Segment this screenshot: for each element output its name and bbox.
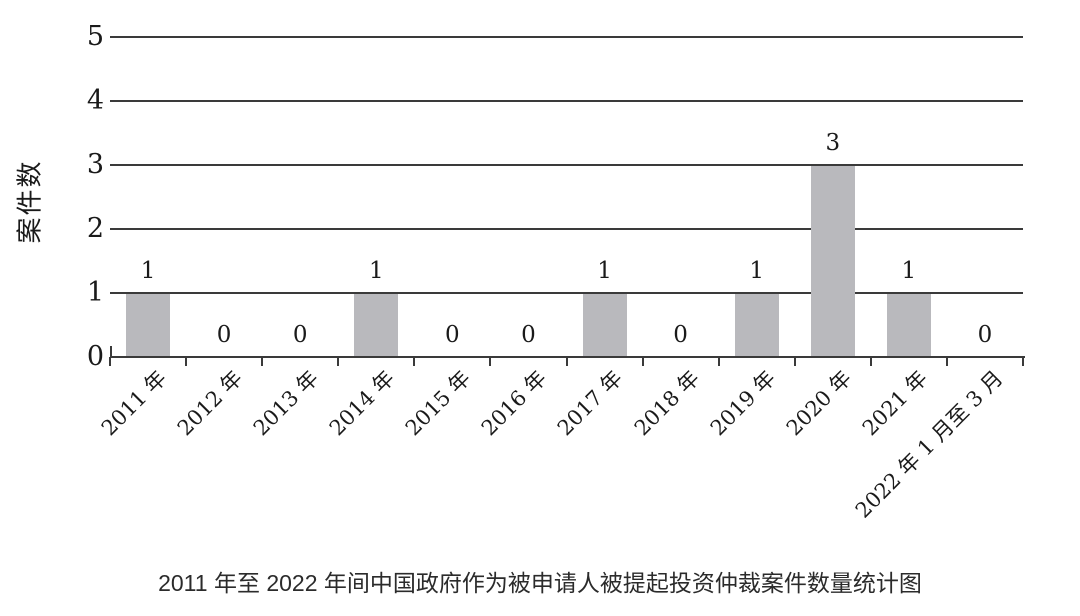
gridline-y3: [110, 164, 1023, 166]
value-label-11: 1: [901, 258, 917, 284]
x-category-label-6: 2016 年: [477, 366, 552, 441]
value-label-6: 0: [521, 322, 536, 348]
x-axis-tick-3: [337, 357, 340, 366]
x-axis-tick-12: [1022, 357, 1024, 366]
bar-10: [810, 164, 855, 357]
chart-caption: 2011 年至 2022 年间中国政府作为被申请人被提起投资仲裁案件数量统计图: [158, 570, 922, 596]
bar-7: [582, 292, 627, 357]
x-category-label-3: 2013 年: [248, 366, 324, 441]
x-category-label-8: 2018 年: [629, 366, 704, 441]
y-axis-title: 案件数: [15, 159, 46, 244]
x-category-label-12: 2022 年 1 月至 3 月: [851, 366, 1008, 523]
y-tick-label-5: 5: [86, 21, 104, 52]
x-category-label-1: 2011 年: [96, 366, 172, 441]
x-axis-tick-7: [641, 357, 644, 366]
x-axis-line: [110, 356, 1025, 358]
y-tick-label-2: 2: [86, 213, 104, 244]
x-axis-start-cap: [110, 346, 112, 356]
x-axis-tick-5: [489, 357, 492, 366]
x-axis-tick-1: [185, 357, 188, 366]
value-label-9: 1: [749, 258, 765, 284]
x-axis-tick-0: [109, 357, 111, 366]
bar-4: [354, 292, 399, 357]
y-tick-label-1: 1: [86, 277, 104, 308]
gridline-y1: [110, 292, 1023, 294]
value-label-8: 0: [673, 322, 688, 348]
value-label-12: 0: [977, 322, 993, 348]
value-label-1: 1: [140, 258, 156, 284]
value-label-10: 3: [825, 130, 841, 156]
gridline-y4: [110, 100, 1023, 102]
gridline-y2: [110, 228, 1023, 230]
y-tick-label-3: 3: [86, 149, 104, 180]
x-axis-tick-4: [413, 357, 416, 366]
x-category-label-11: 2021 年: [857, 366, 932, 441]
x-category-label-5: 2015 年: [401, 366, 476, 441]
bar-11: [886, 292, 931, 357]
value-label-2: 0: [216, 322, 232, 348]
x-axis-tick-2: [261, 357, 264, 366]
x-category-label-2: 2012 年: [172, 366, 248, 441]
bar-9: [734, 292, 779, 357]
value-label-3: 0: [292, 322, 308, 348]
value-label-4: 1: [368, 258, 384, 284]
x-axis-tick-6: [565, 357, 568, 366]
x-axis-tick-9: [793, 357, 796, 366]
x-category-label-7: 2017 年: [553, 366, 628, 441]
x-category-label-10: 2020 年: [781, 366, 856, 441]
x-category-label-4: 2014 年: [324, 366, 400, 441]
x-category-label-9: 2019 年: [705, 366, 780, 441]
x-axis-tick-10: [869, 357, 872, 366]
gridline-y5: [110, 36, 1023, 38]
y-tick-label-4: 4: [86, 85, 104, 116]
value-label-7: 1: [597, 258, 612, 284]
x-axis-tick-8: [717, 357, 720, 366]
y-tick-label-0: 0: [86, 341, 104, 372]
x-axis-tick-11: [945, 357, 948, 366]
bar-1: [126, 292, 171, 357]
value-label-5: 0: [445, 322, 460, 348]
